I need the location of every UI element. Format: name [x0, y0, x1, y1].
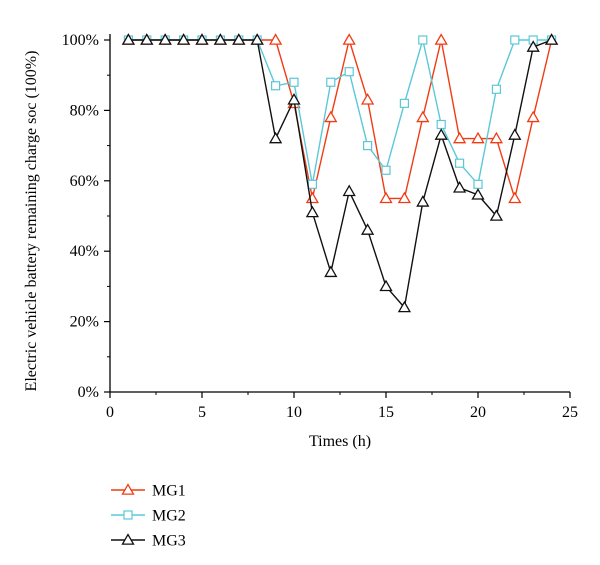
- x-tick-label: 15: [378, 404, 394, 421]
- data-point-mg3: [342, 184, 356, 197]
- legend-marker-mg2: [123, 510, 133, 520]
- data-point-mg2: [344, 67, 354, 77]
- data-point-mg3: [121, 33, 136, 45]
- data-point-mg3: [213, 33, 228, 45]
- data-point-mg2: [510, 35, 520, 45]
- data-point-mg2: [326, 77, 336, 87]
- data-point-mg3: [232, 33, 246, 45]
- data-point-mg2: [289, 77, 299, 87]
- series-line-mg1: [128, 39, 553, 200]
- data-point-mg3: [360, 223, 375, 235]
- data-point-mg3: [379, 279, 393, 292]
- data-point-mg3: [158, 33, 172, 45]
- data-point-mg3: [508, 128, 522, 140]
- legend-item-mg3: MG3: [111, 533, 186, 550]
- data-point-mg1: [305, 191, 320, 204]
- series-mg2: [123, 35, 557, 189]
- data-point-mg2: [418, 35, 428, 45]
- data-point-mg3: [176, 33, 191, 45]
- x-tick-label: 5: [198, 404, 206, 421]
- data-point-mg2: [381, 165, 391, 175]
- y-tick-label: 100%: [62, 32, 99, 49]
- data-point-mg1: [471, 131, 485, 144]
- data-point-mg1: [434, 33, 448, 45]
- legend-item-mg2: MG2: [111, 508, 186, 525]
- data-point-mg2: [399, 98, 409, 108]
- data-point-mg2: [363, 141, 373, 151]
- y-tick-label: 40%: [70, 243, 99, 260]
- x-tick-label: 0: [106, 404, 114, 421]
- x-tick-label: 20: [470, 404, 486, 421]
- series-line-mg2: [128, 39, 552, 186]
- data-point-mg1: [324, 110, 338, 123]
- data-point-mg1: [342, 33, 356, 45]
- data-point-mg3: [526, 40, 540, 52]
- series-mg1: [121, 33, 559, 204]
- axes: 0 5 10 15 20 25 0% 20% 40% 60% 80% 100%: [62, 32, 578, 421]
- legend-marker-mg1: [121, 483, 135, 495]
- legend-label-mg3: MG3: [152, 533, 186, 550]
- data-point-mg2: [307, 179, 317, 189]
- data-point-mg3: [544, 33, 559, 45]
- legend-marker-mg3: [121, 533, 135, 545]
- data-point-mg1: [360, 93, 375, 105]
- data-point-mg2: [271, 81, 281, 91]
- y-tick-label: 20%: [70, 314, 99, 331]
- y-axis-label: Electric vehicle battery remaining charg…: [23, 51, 40, 392]
- data-point-mg3: [452, 181, 467, 193]
- data-point-mg3: [471, 188, 485, 200]
- legend-label-mg1: MG1: [152, 483, 186, 500]
- data-point-mg2: [436, 119, 446, 130]
- series-mg3: [121, 33, 559, 313]
- data-point-mg1: [379, 191, 393, 204]
- data-point-mg1: [452, 131, 467, 144]
- data-point-mg3: [397, 300, 412, 313]
- data-point-mg3: [305, 205, 320, 218]
- data-point-mg2: [491, 84, 501, 94]
- y-tick-label: 60%: [70, 173, 99, 190]
- data-point-mg1: [416, 110, 430, 123]
- data-point-mg3: [195, 33, 209, 45]
- y-tick-label: 0%: [78, 384, 99, 401]
- x-tick-label: 25: [562, 404, 578, 421]
- data-point-mg3: [268, 131, 283, 144]
- data-point-mg2: [473, 179, 483, 189]
- legend: MG1 MG2 MG3: [111, 483, 186, 550]
- data-point-mg1: [526, 110, 540, 123]
- legend-item-mg1: MG1: [111, 483, 186, 500]
- x-axis-label: Times (h): [309, 433, 371, 450]
- data-point-mg3: [489, 209, 504, 221]
- plot-area: [121, 33, 559, 313]
- data-point-mg3: [140, 33, 154, 45]
- legend-label-mg2: MG2: [152, 508, 186, 525]
- data-point-mg3: [250, 33, 264, 45]
- data-point-mg3: [416, 195, 430, 207]
- x-tick-label: 10: [286, 404, 302, 421]
- data-point-mg3: [324, 265, 338, 278]
- data-point-mg3: [287, 93, 301, 105]
- y-tick-label: 80%: [70, 102, 99, 119]
- data-point-mg1: [397, 191, 412, 204]
- data-point-mg1: [508, 191, 522, 204]
- data-point-mg2: [455, 158, 465, 168]
- data-point-mg1: [489, 131, 504, 144]
- data-point-mg3: [434, 128, 448, 140]
- data-point-mg1: [268, 33, 283, 45]
